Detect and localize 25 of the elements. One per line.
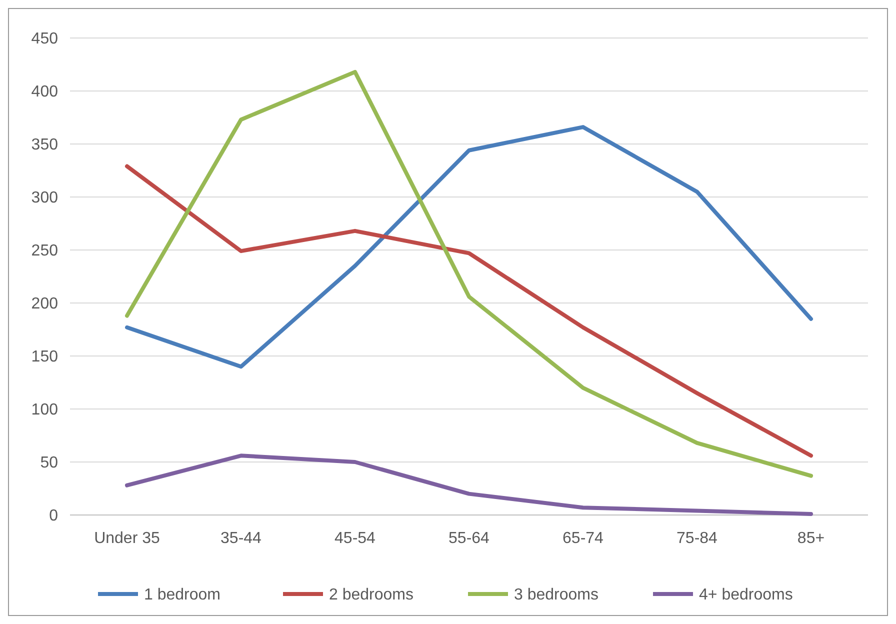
line-series — [125, 70, 813, 478]
x-tick-label: 35-44 — [220, 530, 262, 547]
y-tick-label: 200 — [31, 296, 58, 313]
legend-label: 2 bedrooms — [329, 586, 414, 604]
x-tick-label: 55-64 — [448, 530, 490, 547]
x-tick-label: 85+ — [797, 530, 825, 547]
y-tick-label: 0 — [49, 508, 58, 525]
legend-label: 1 bedroom — [144, 586, 220, 604]
y-tick-label: 350 — [31, 136, 58, 154]
x-tick-label: 75-84 — [676, 530, 718, 547]
legend-label: 4+ bedrooms — [699, 586, 793, 604]
y-tick-label: 250 — [31, 242, 58, 260]
y-tick-label: 300 — [31, 190, 58, 207]
line-series — [125, 454, 813, 516]
x-tick-label: Under 35 — [94, 530, 160, 547]
y-tick-label: 400 — [31, 84, 58, 101]
x-tick-label: 65-74 — [562, 530, 604, 547]
line-series — [125, 164, 813, 458]
x-tick-label: 45-54 — [334, 530, 376, 547]
legend-label: 3 bedrooms — [514, 586, 598, 604]
y-tick-label: 450 — [31, 30, 58, 48]
y-tick-label: 50 — [40, 454, 58, 472]
y-tick-label: 100 — [31, 402, 58, 419]
line-series — [125, 125, 813, 369]
y-tick-label: 150 — [31, 348, 58, 366]
